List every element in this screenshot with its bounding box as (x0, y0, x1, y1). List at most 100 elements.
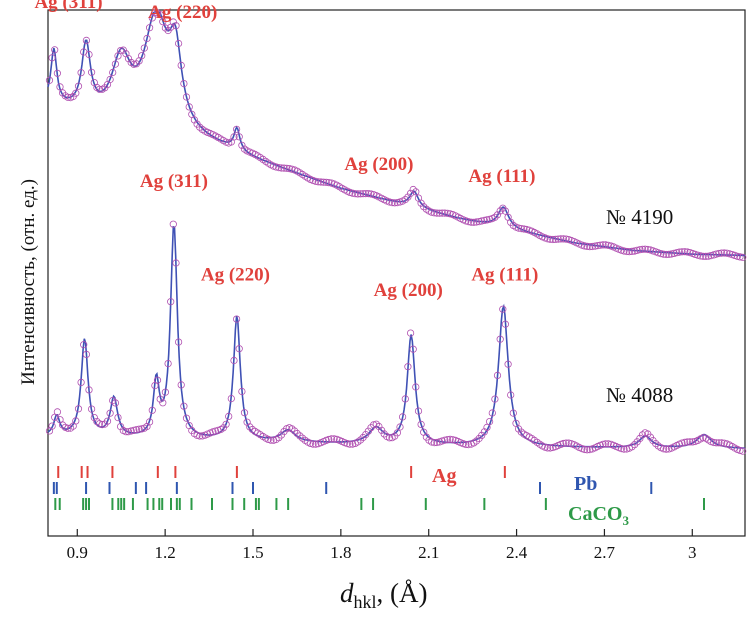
observed-point (82, 350, 91, 358)
x-tick-label: 3 (688, 543, 697, 562)
observed-point (644, 245, 652, 254)
observed-point (673, 249, 681, 257)
observed-point (393, 199, 401, 207)
observed-point (196, 432, 204, 440)
observed-point (628, 247, 636, 255)
reference-tick-marks (52, 466, 705, 510)
observed-point (319, 178, 328, 186)
observed-point (696, 252, 705, 260)
observed-point (169, 18, 177, 26)
observed-point (230, 356, 238, 365)
observed-point (435, 209, 444, 217)
observed-point (412, 383, 420, 391)
observed-point (111, 60, 120, 68)
observed-point (130, 426, 138, 434)
x-tick-label: 1.5 (242, 543, 263, 562)
observed-point (662, 445, 670, 453)
phase-label-ag: Ag (432, 465, 456, 487)
observed-point (317, 178, 325, 186)
observed-point (193, 431, 201, 439)
observed-point (562, 439, 570, 447)
observed-point (702, 252, 710, 260)
observed-point (346, 440, 354, 448)
observed-point (583, 242, 591, 250)
observed-point (98, 420, 106, 429)
observed-point (72, 89, 80, 97)
observed-point (427, 438, 436, 446)
observed-point (470, 218, 478, 226)
observed-point (446, 435, 454, 443)
observed-point (172, 259, 180, 267)
observed-point (146, 418, 154, 426)
observed-point (717, 249, 726, 257)
observed-point (172, 22, 180, 30)
observed-point (124, 54, 133, 63)
observed-point (675, 248, 684, 256)
observed-point (406, 189, 415, 197)
observed-point (594, 242, 602, 250)
observed-point (739, 253, 747, 261)
observed-point (543, 444, 552, 452)
observed-point (501, 320, 509, 328)
observed-point (122, 428, 130, 436)
observed-point (211, 427, 220, 435)
observed-point (401, 196, 409, 204)
observed-point (288, 165, 296, 173)
observed-point (409, 185, 417, 194)
observed-point (180, 80, 188, 88)
observed-point (596, 241, 604, 249)
observed-point (370, 421, 378, 429)
observed-point (398, 413, 407, 421)
observed-point (51, 46, 59, 54)
observed-point (681, 248, 689, 256)
observed-point (443, 435, 452, 444)
observed-point (230, 133, 238, 141)
x-axis-label: dhkl, (Å) (340, 578, 428, 612)
observed-point (541, 443, 549, 451)
observed-point (562, 235, 570, 243)
observed-point (414, 407, 423, 415)
observed-point (82, 36, 91, 45)
observed-point (559, 439, 568, 448)
observed-point (599, 241, 607, 249)
observed-point (277, 164, 285, 172)
observed-point (77, 378, 85, 386)
observed-point (177, 381, 185, 389)
phase-label-pb: Pb (574, 473, 597, 495)
y-axis-label: Интенсивность, (отн. ед.) (18, 179, 39, 385)
observed-point (375, 422, 383, 431)
observed-point (246, 423, 254, 431)
observed-point (427, 208, 436, 216)
observed-point (638, 245, 647, 253)
observed-point (356, 436, 365, 444)
observed-point (478, 217, 486, 225)
observed-point (359, 190, 367, 198)
observed-point (736, 253, 744, 261)
observed-point (485, 215, 494, 223)
observed-point (493, 211, 502, 219)
observed-point (393, 429, 401, 437)
observed-point (601, 241, 610, 249)
observed-point (109, 68, 117, 77)
observed-point (346, 188, 354, 196)
observed-point (636, 434, 644, 442)
observed-point (227, 394, 235, 403)
observed-point (485, 417, 494, 426)
observed-point (704, 252, 713, 260)
observed-point (45, 76, 54, 84)
observed-point (412, 188, 420, 196)
observed-point (156, 395, 164, 403)
observed-point (151, 9, 159, 17)
observed-point (712, 250, 720, 258)
observed-point (88, 68, 96, 76)
observed-point (551, 235, 560, 243)
peak-annotations: Ag (311) Ag (220) Ag (200) Ag (111) Ag (311)… (34, 0, 538, 301)
observed-point (348, 440, 357, 448)
observed-point (143, 34, 151, 43)
observed-point (180, 402, 188, 410)
observed-point (472, 437, 480, 445)
observed-point (496, 207, 504, 215)
x-tick-label: 2.7 (594, 543, 616, 562)
observed-point (185, 103, 193, 111)
